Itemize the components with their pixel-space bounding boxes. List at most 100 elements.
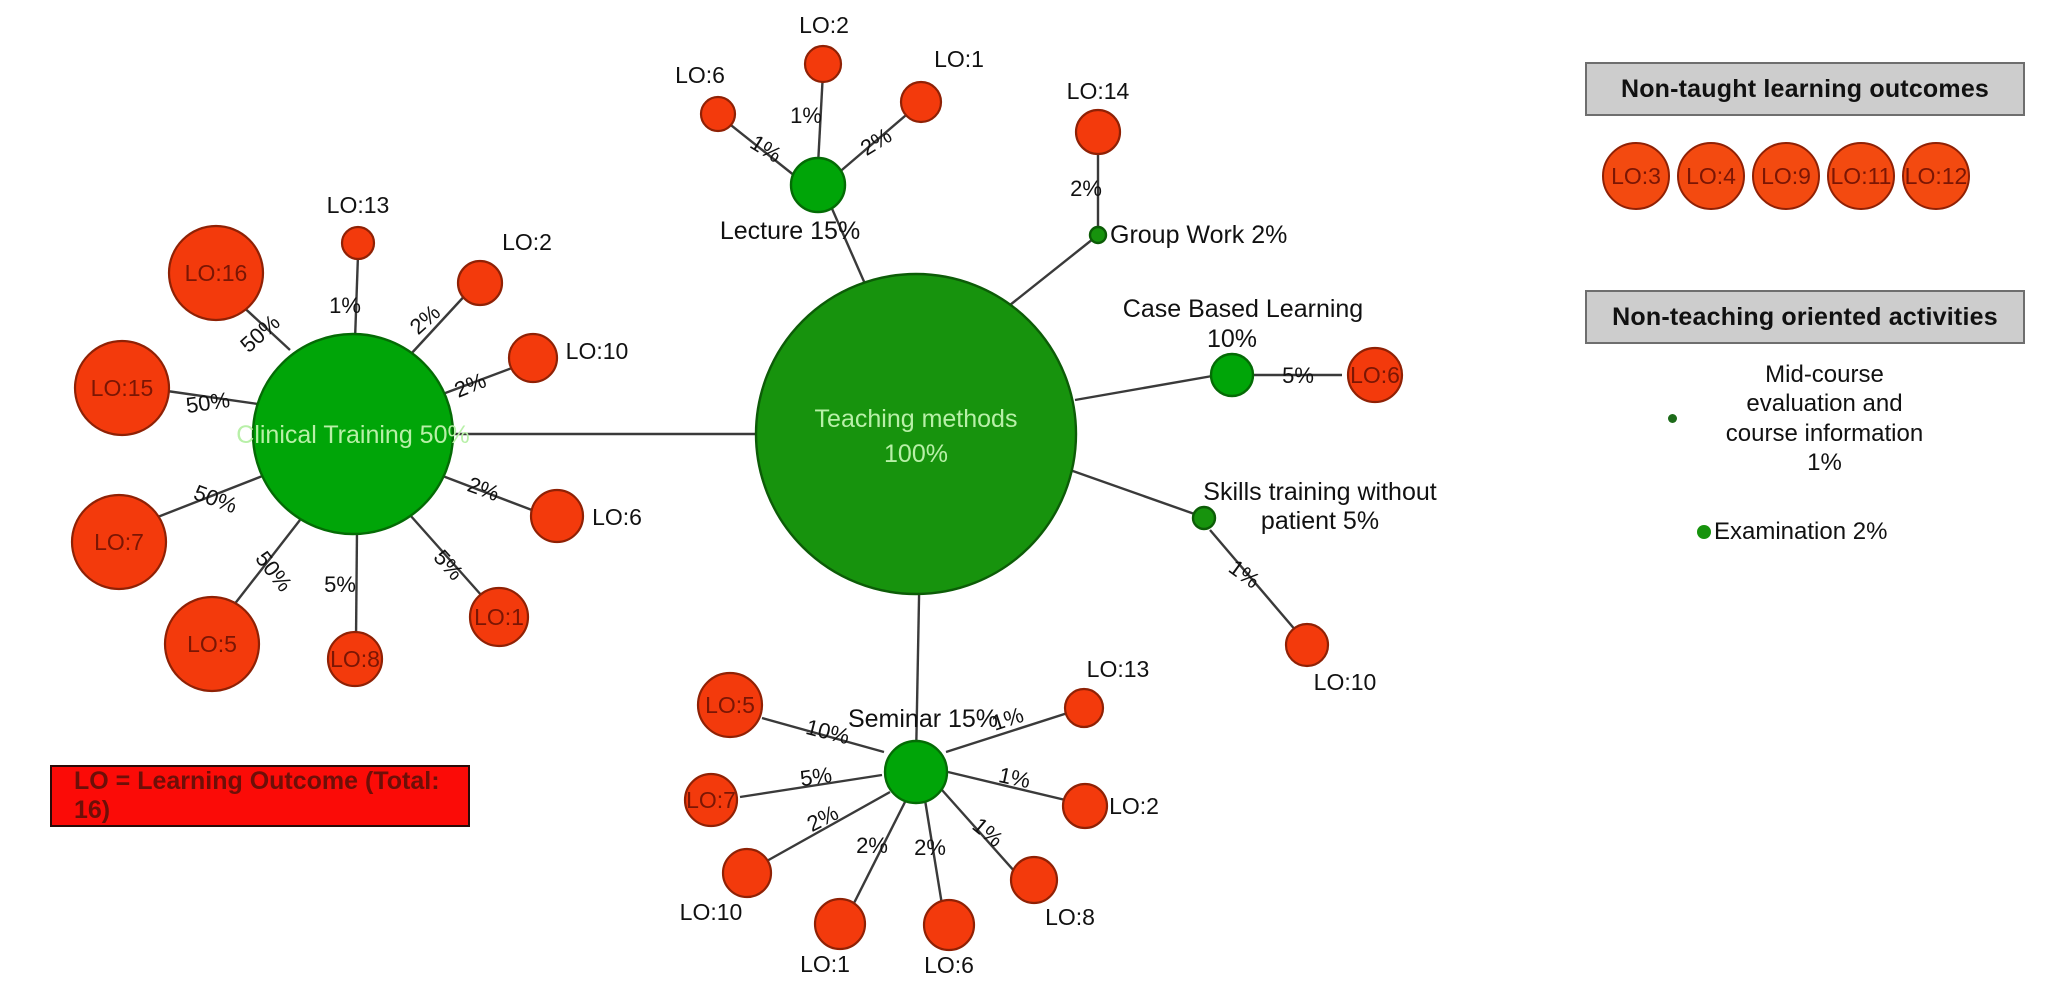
node-lo1-lecture[interactable]: LO:1 — [899, 46, 984, 124]
weight-lecture-lo2: 1% — [790, 103, 822, 128]
node-lo2-seminar[interactable]: LO:2 — [1061, 782, 1159, 830]
edge-lecture-lo6 — [726, 121, 801, 181]
weight-groupwork-lo14: 2% — [1070, 176, 1102, 201]
node-lo7[interactable]: LO:7 — [70, 493, 168, 591]
legend-chip-lo3[interactable]: LO:3 — [1602, 142, 1670, 210]
weight-clinical-lo5: 50% — [251, 546, 298, 596]
legend-activity-examination[interactable]: Examination 2% — [1697, 518, 1887, 546]
seminar-label: Seminar 15% — [848, 705, 998, 733]
node-lo6-clinical[interactable]: LO:6 — [529, 488, 642, 544]
lo2-seminar-label: LO:2 — [1109, 793, 1159, 819]
legend-chip-lo3-label: LO:3 — [1611, 162, 1661, 189]
examination-dot-icon — [1697, 525, 1711, 539]
legend-chip-lo9[interactable]: LO:9 — [1752, 142, 1820, 210]
node-lo2-lecture[interactable]: LO:2 — [799, 12, 849, 84]
node-clinical-training[interactable]: Clinical Training 50% — [236, 332, 470, 536]
legend-chip-lo11[interactable]: LO:11 — [1827, 142, 1895, 210]
edge-root-groupwork — [1009, 234, 1099, 306]
node-lo2-clinical[interactable]: LO:2 — [456, 229, 552, 307]
legend-chip-lo12-label: LO:12 — [1904, 162, 1968, 189]
weight-clinical-lo13: 1% — [329, 293, 361, 318]
lo6-clinical-label: LO:6 — [592, 504, 642, 530]
clinical-training-label: Clinical Training 50% — [236, 421, 469, 449]
edge-seminar-lo10 — [764, 790, 891, 864]
lo2-clinical-label: LO:2 — [502, 229, 552, 255]
weight-seminar-lo7: 5% — [798, 762, 833, 791]
legend-non-taught-chips: LO:3 LO:4 LO:9 LO:11 LO:12 — [1602, 142, 1970, 210]
lo-key-text: LO = Learning Outcome (Total: 16) — [74, 767, 440, 824]
edge-clinical-lo1 — [409, 514, 491, 606]
node-lo10-skills[interactable]: LO:10 — [1284, 622, 1377, 695]
weight-clinical-lo6: 2% — [464, 472, 502, 506]
node-lo6-casebased[interactable]: LO:6 — [1346, 346, 1404, 404]
edge-clinical-lo6 — [439, 473, 546, 517]
lo2-lecture-label: LO:2 — [799, 12, 849, 38]
midcourse-line2: evaluation and — [1746, 390, 1903, 418]
weight-casebased-lo6: 5% — [1282, 363, 1314, 388]
lo1-seminar-label: LO:1 — [800, 951, 850, 977]
weight-lecture-lo6: 1% — [746, 130, 786, 168]
node-lo8-clinical[interactable]: LO:8 — [326, 630, 384, 688]
lo1-lecture-label: LO:1 — [934, 46, 984, 72]
node-lo1-seminar[interactable]: LO:1 — [800, 897, 867, 977]
lo7-seminar-label: LO:7 — [686, 787, 736, 813]
edge-clinical-lo13 — [353, 254, 360, 341]
root-label-line1: Teaching methods — [815, 405, 1018, 433]
legend-chip-lo11-label: LO:11 — [1830, 162, 1892, 189]
edge-seminar-lo7 — [739, 773, 883, 799]
legend-chip-lo4[interactable]: LO:4 — [1677, 142, 1745, 210]
edge-seminar-lo6 — [923, 799, 946, 918]
node-lo6-seminar[interactable]: LO:6 — [922, 898, 976, 978]
node-lo10-seminar[interactable]: LO:10 — [680, 847, 773, 925]
weight-clinical-lo10: 2% — [451, 368, 490, 403]
legend-activity-midcourse[interactable]: Mid-course evaluation and course informa… — [1668, 360, 1968, 477]
edge-clinical-lo10 — [439, 363, 521, 397]
weight-clinical-lo15: 50% — [184, 387, 231, 418]
weight-seminar-lo5: 10% — [803, 714, 852, 749]
midcourse-line4: 1% — [1807, 448, 1842, 476]
node-lo10-clinical[interactable]: LO:10 — [507, 332, 629, 384]
node-case-based-learning[interactable]: Case Based Learning 10% — [1123, 295, 1363, 398]
node-lo7-seminar[interactable]: LO:7 — [683, 772, 739, 828]
midcourse-dot-icon — [1668, 414, 1677, 424]
legend-non-teaching-title: Non-teaching oriented activities — [1612, 302, 1998, 331]
node-lo16[interactable]: LO:16 — [167, 224, 265, 322]
legend-non-taught-title: Non-taught learning outcomes — [1620, 74, 1990, 103]
legend-chip-lo9-label: LO:9 — [1761, 162, 1811, 189]
edge-seminar-lo13 — [945, 708, 1078, 754]
lo10-skills-label: LO:10 — [1314, 669, 1377, 695]
edge-clinical-lo5 — [229, 519, 301, 611]
edge-lecture-lo1 — [835, 109, 913, 176]
node-lo1-clinical[interactable]: LO:1 — [468, 586, 530, 648]
node-lo13-clinical[interactable]: LO:13 — [327, 192, 390, 261]
edge-root-casebased — [1074, 373, 1219, 402]
lo13-seminar-label: LO:13 — [1087, 656, 1150, 682]
node-seminar[interactable]: Seminar 15% — [848, 705, 998, 805]
legend-chip-lo12[interactable]: LO:12 — [1902, 142, 1970, 210]
lo5-seminar-label: LO:5 — [705, 692, 755, 718]
node-lo6-lecture[interactable]: LO:6 — [675, 62, 737, 133]
node-lo13-seminar[interactable]: LO:13 — [1063, 656, 1150, 729]
edge-seminar-lo2 — [947, 770, 1079, 805]
node-lo8-seminar[interactable]: LO:8 — [1009, 855, 1095, 930]
node-skills-training[interactable]: Skills training without patient 5% — [1191, 478, 1437, 535]
edge-clinical-lo2 — [409, 289, 471, 356]
examination-label: Examination 2% — [1714, 518, 1888, 545]
node-lo5[interactable]: LO:5 — [163, 595, 261, 693]
node-lo14-groupwork[interactable]: LO:14 — [1067, 78, 1130, 156]
weight-clinical-lo1: 5% — [429, 545, 469, 585]
lo6-lecture-label: LO:6 — [675, 62, 725, 88]
lo13-clinical-label: LO:13 — [327, 192, 390, 218]
node-group-work[interactable]: Group Work 2% — [1088, 221, 1287, 249]
node-lo15[interactable]: LO:15 — [73, 339, 171, 437]
node-lo5-seminar[interactable]: LO:5 — [696, 671, 764, 739]
lo10-clinical-label: LO:10 — [566, 338, 629, 364]
lo10-seminar-label: LO:10 — [680, 899, 743, 925]
node-lecture[interactable]: Lecture 15% — [720, 156, 860, 245]
lo14-label: LO:14 — [1067, 78, 1130, 104]
node-teaching-methods[interactable]: Teaching methods 100% — [754, 272, 1078, 596]
midcourse-line1: Mid-course — [1765, 361, 1884, 388]
edge-clinical-lo7 — [149, 473, 266, 522]
edge-root-skills — [1069, 468, 1204, 519]
